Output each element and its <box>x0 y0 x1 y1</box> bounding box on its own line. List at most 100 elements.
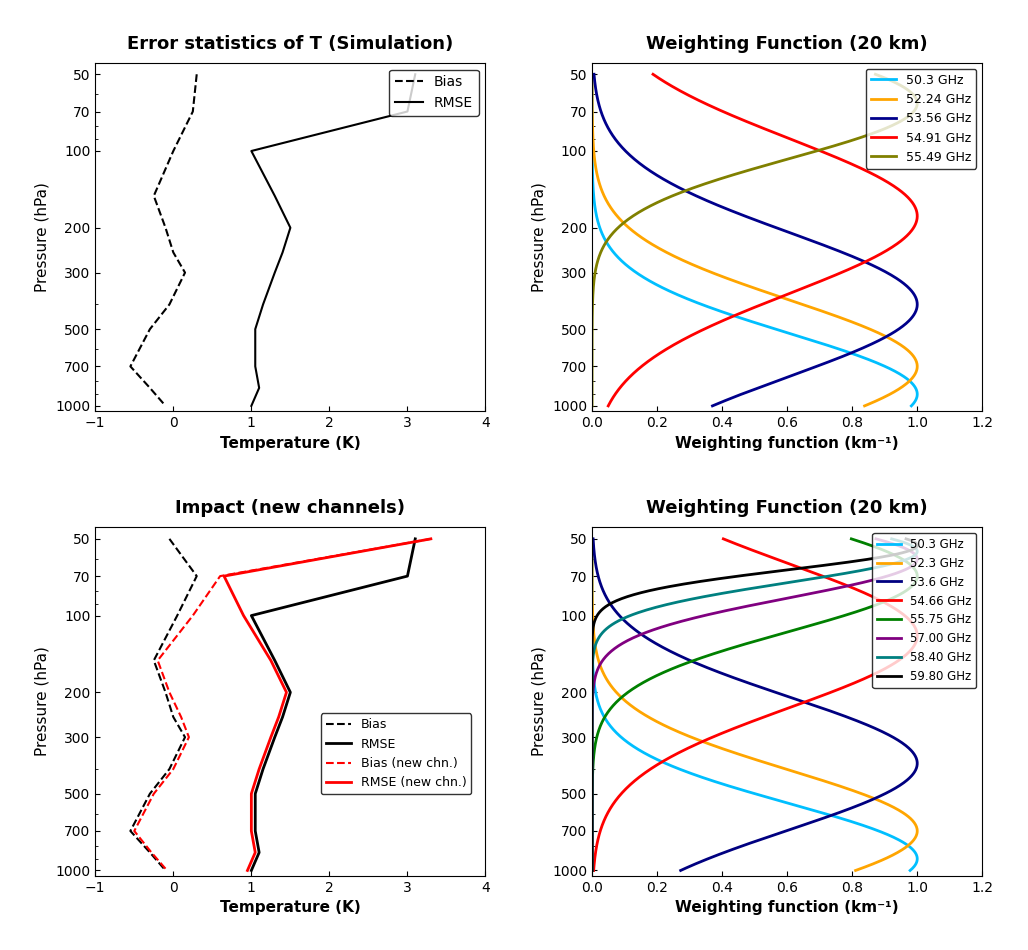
52.24 GHz <box>586 68 598 80</box>
54.66 GHz <box>587 864 599 876</box>
Bias <box>168 712 180 723</box>
RMSE (new chn.) <box>281 687 293 698</box>
55.75 GHz <box>845 533 857 544</box>
Bias <box>163 533 176 544</box>
54.66 GHz <box>708 731 721 742</box>
Line: 54.91 GHz: 54.91 GHz <box>609 74 917 406</box>
50.3 GHz <box>595 226 608 238</box>
52.3 GHz <box>849 864 861 876</box>
Bias <box>159 400 172 411</box>
RMSE <box>268 267 281 278</box>
57.00 GHz <box>586 857 598 868</box>
Line: Bias (new chn.): Bias (new chn.) <box>135 539 431 870</box>
54.66 GHz <box>755 712 767 724</box>
59.80 GHz <box>586 693 598 704</box>
57.00 GHz <box>870 533 882 544</box>
Legend: 50.3 GHz, 52.24 GHz, 53.56 GHz, 54.91 GHz, 55.49 GHz: 50.3 GHz, 52.24 GHz, 53.56 GHz, 54.91 GH… <box>866 68 976 169</box>
53.56 GHz <box>588 68 600 80</box>
59.80 GHz <box>586 864 598 876</box>
50.3 GHz <box>911 392 923 404</box>
53.56 GHz <box>861 340 874 352</box>
RMSE <box>249 323 261 334</box>
58.40 GHz <box>586 857 598 868</box>
58.40 GHz <box>885 533 897 544</box>
58.40 GHz <box>586 731 598 742</box>
Bias (new chn.) <box>128 826 141 837</box>
Bias <box>190 570 203 581</box>
RMSE <box>246 400 258 411</box>
57.00 GHz <box>586 712 598 724</box>
RMSE (new chn.) <box>253 764 265 775</box>
Bias <box>148 190 160 201</box>
Line: 52.3 GHz: 52.3 GHz <box>592 539 917 870</box>
Bias <box>124 361 137 372</box>
Bias <box>171 610 183 621</box>
Title: Weighting Function (20 km): Weighting Function (20 km) <box>647 35 928 52</box>
52.24 GHz <box>858 400 871 411</box>
Line: 55.49 GHz: 55.49 GHz <box>592 74 917 406</box>
50.3 GHz <box>599 712 612 724</box>
Bias <box>168 247 180 258</box>
RMSE <box>277 712 289 723</box>
RMSE <box>253 382 265 393</box>
RMSE (new chn.) <box>264 655 277 666</box>
54.66 GHz <box>718 533 730 544</box>
55.49 GHz <box>586 400 598 411</box>
RMSE <box>284 687 296 698</box>
Bias <box>159 687 172 698</box>
59.80 GHz <box>586 731 598 742</box>
53.6 GHz <box>885 731 897 742</box>
RMSE (new chn.) <box>272 712 285 723</box>
Legend: 50.3 GHz, 52.3 GHz, 53.6 GHz, 54.66 GHz, 55.75 GHz, 57.00 GHz, 58.40 GHz, 59.80 : 50.3 GHz, 52.3 GHz, 53.6 GHz, 54.66 GHz,… <box>873 533 977 688</box>
Bias (new chn.) <box>145 846 157 858</box>
Bias (new chn.) <box>175 712 187 723</box>
RMSE <box>257 764 269 775</box>
58.40 GHz <box>586 712 598 724</box>
55.75 GHz <box>615 693 627 704</box>
Line: 58.40 GHz: 58.40 GHz <box>592 539 917 870</box>
54.91 GHz <box>875 248 887 259</box>
50.3 GHz <box>590 691 602 702</box>
53.6 GHz <box>844 712 856 724</box>
Line: 53.6 GHz: 53.6 GHz <box>593 539 917 870</box>
Line: RMSE: RMSE <box>252 539 415 870</box>
50.3 GHz <box>906 400 918 411</box>
54.91 GHz <box>838 266 850 277</box>
Bias <box>190 68 203 80</box>
59.80 GHz <box>900 533 912 544</box>
Line: 53.56 GHz: 53.56 GHz <box>594 74 917 406</box>
RMSE <box>409 533 421 544</box>
53.6 GHz <box>781 691 794 702</box>
54.91 GHz <box>665 340 677 352</box>
Line: Bias: Bias <box>131 74 196 406</box>
Bias <box>187 105 199 117</box>
59.80 GHz <box>586 712 598 724</box>
58.40 GHz <box>586 864 598 876</box>
52.3 GHz <box>871 857 883 868</box>
RMSE <box>284 222 296 234</box>
X-axis label: Weighting function (km⁻¹): Weighting function (km⁻¹) <box>675 436 898 450</box>
Legend: Bias, RMSE, Bias (new chn.), RMSE (new chn.): Bias, RMSE, Bias (new chn.), RMSE (new c… <box>321 713 472 794</box>
RMSE <box>253 846 265 858</box>
54.66 GHz <box>602 805 615 816</box>
50.3 GHz <box>911 857 923 868</box>
57.00 GHz <box>586 693 598 704</box>
Line: Bias: Bias <box>131 539 196 870</box>
52.3 GHz <box>645 712 657 724</box>
RMSE (new chn.) <box>242 864 254 876</box>
55.75 GHz <box>591 731 603 742</box>
52.3 GHz <box>614 691 626 702</box>
Line: RMSE (new chn.): RMSE (new chn.) <box>224 539 431 870</box>
RMSE (new chn.) <box>237 610 250 621</box>
Bias <box>179 732 191 743</box>
50.3 GHz <box>809 805 821 816</box>
55.49 GHz <box>870 68 882 80</box>
55.75 GHz <box>586 857 598 868</box>
54.91 GHz <box>602 400 615 411</box>
55.49 GHz <box>608 226 620 238</box>
53.56 GHz <box>726 392 738 404</box>
Bias <box>148 655 160 666</box>
Legend: Bias, RMSE: Bias, RMSE <box>390 69 479 116</box>
Bias (new chn.) <box>214 570 226 581</box>
52.24 GHz <box>663 248 675 259</box>
